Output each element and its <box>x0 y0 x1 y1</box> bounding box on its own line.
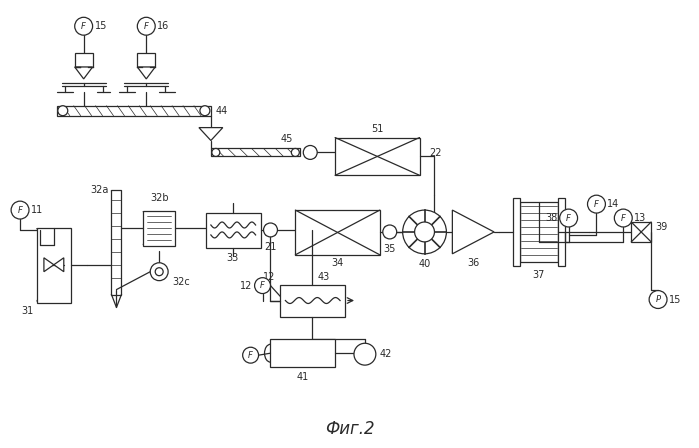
Text: 33: 33 <box>226 253 239 263</box>
Text: F: F <box>17 206 22 215</box>
Circle shape <box>649 291 667 309</box>
Circle shape <box>150 263 168 280</box>
Polygon shape <box>137 67 155 79</box>
Polygon shape <box>75 67 92 79</box>
Polygon shape <box>44 258 54 271</box>
Text: 51: 51 <box>372 124 384 134</box>
Circle shape <box>264 223 278 237</box>
Text: 22: 22 <box>429 148 442 159</box>
Bar <box>206 213 261 248</box>
Text: 32c: 32c <box>172 277 190 287</box>
Circle shape <box>11 201 29 219</box>
Circle shape <box>291 148 299 156</box>
Bar <box>513 198 520 266</box>
Bar <box>631 222 651 242</box>
Circle shape <box>403 210 447 254</box>
Text: 45: 45 <box>280 134 293 143</box>
Polygon shape <box>199 128 223 141</box>
Circle shape <box>212 148 219 156</box>
Text: 11: 11 <box>31 205 43 215</box>
Bar <box>137 53 155 67</box>
Text: 35: 35 <box>384 244 396 254</box>
Circle shape <box>200 106 210 116</box>
Text: 39: 39 <box>655 222 668 232</box>
Polygon shape <box>452 210 494 254</box>
Circle shape <box>614 209 632 227</box>
Text: F: F <box>594 200 599 209</box>
Text: F: F <box>260 281 265 290</box>
Circle shape <box>354 343 376 365</box>
Text: F: F <box>621 214 626 223</box>
Text: 31: 31 <box>22 306 34 316</box>
Text: 42: 42 <box>380 349 392 359</box>
Text: 12: 12 <box>263 271 275 282</box>
Circle shape <box>560 209 577 227</box>
Bar <box>211 148 301 156</box>
Circle shape <box>383 225 397 239</box>
Circle shape <box>75 17 92 35</box>
Bar <box>111 190 122 294</box>
Text: F: F <box>248 351 253 360</box>
Text: 38: 38 <box>545 213 558 223</box>
Text: 34: 34 <box>331 258 343 268</box>
Bar <box>335 138 419 175</box>
Text: 32b: 32b <box>150 193 168 203</box>
Text: 37: 37 <box>533 270 545 280</box>
Bar <box>271 339 335 367</box>
Bar <box>558 198 565 266</box>
Text: F: F <box>81 22 86 31</box>
Bar <box>75 53 92 67</box>
Text: 12: 12 <box>240 280 252 291</box>
Circle shape <box>588 195 605 213</box>
Bar <box>143 211 175 246</box>
Text: 32a: 32a <box>90 185 108 195</box>
Circle shape <box>254 278 271 293</box>
Circle shape <box>58 106 68 116</box>
Text: 15: 15 <box>669 294 682 305</box>
Text: P: P <box>656 295 661 304</box>
Text: 14: 14 <box>607 199 619 209</box>
Circle shape <box>415 222 435 242</box>
Bar <box>57 106 211 116</box>
Text: F: F <box>566 214 571 223</box>
Text: 21: 21 <box>264 242 277 252</box>
Text: 41: 41 <box>296 372 308 382</box>
Bar <box>296 210 380 255</box>
Text: 15: 15 <box>94 21 107 31</box>
Bar <box>37 228 71 302</box>
Bar <box>280 284 345 318</box>
Polygon shape <box>54 258 64 271</box>
Text: 13: 13 <box>634 213 647 223</box>
Circle shape <box>243 347 259 363</box>
Circle shape <box>303 146 317 159</box>
Circle shape <box>137 17 155 35</box>
Text: Фиг.2: Фиг.2 <box>325 420 375 438</box>
Circle shape <box>155 268 163 276</box>
Bar <box>520 202 558 262</box>
Text: 43: 43 <box>317 271 329 282</box>
Text: 36: 36 <box>467 258 480 268</box>
Text: 40: 40 <box>419 259 431 269</box>
Text: F: F <box>144 22 149 31</box>
Text: 44: 44 <box>216 106 228 116</box>
Text: 16: 16 <box>157 21 169 31</box>
